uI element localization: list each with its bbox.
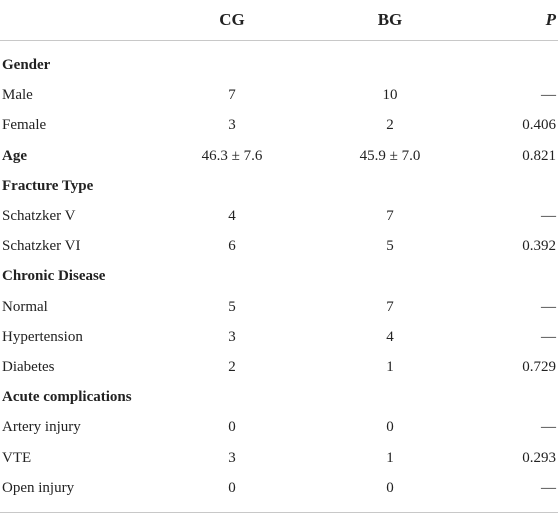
cell-value: 7 [386, 298, 394, 315]
header-rule [0, 40, 558, 41]
cell-value: 0 [386, 419, 394, 436]
cell-value: 3 [228, 117, 236, 134]
cell-value: 5 [228, 298, 236, 315]
cell-value: 1 [386, 449, 394, 466]
cell-value: 0 [228, 419, 236, 436]
section-label: Fracture Type [2, 177, 94, 194]
row-label: Diabetes [2, 359, 55, 375]
cell-value: 0.729 [522, 359, 556, 375]
cell-value: 3 [228, 328, 236, 345]
cell-value: 1 [386, 359, 394, 375]
row-label: Hypertension [2, 328, 83, 345]
cell-value: 2 [386, 117, 394, 134]
cell-value: 0.392 [522, 238, 556, 255]
row-label: Female [2, 117, 47, 134]
cell-value: 10 [382, 87, 398, 104]
section-label: Age [2, 147, 27, 164]
cell-value: 5 [386, 238, 394, 255]
cell-value: 6 [228, 238, 236, 255]
section-label: Gender [2, 57, 51, 73]
row-label: Schatzker VI [2, 238, 81, 255]
column-header: BG [377, 10, 403, 29]
cell-value: 2 [228, 359, 236, 375]
cell-value: 0.821 [522, 147, 556, 164]
cell-value: — [541, 419, 556, 436]
row-label: Male [2, 87, 33, 104]
row-label: Artery injury [2, 419, 81, 436]
column-header: CG [219, 10, 245, 29]
cell-value: 0 [386, 479, 394, 496]
cell-value: 3 [228, 449, 236, 466]
cell-value: 4 [386, 328, 394, 345]
row-label: Open injury [2, 479, 75, 496]
cell-value: — [541, 87, 556, 104]
section-label: Chronic Disease [2, 268, 106, 285]
row-label: Schatzker V [2, 208, 76, 224]
cell-value: 0.293 [522, 449, 556, 466]
cell-value: 0 [228, 479, 236, 496]
row-label: Normal [2, 298, 48, 315]
cell-value: — [541, 208, 556, 224]
cell-value: 46.3 ± 7.6 [201, 147, 263, 164]
section-label: Acute complications [2, 389, 132, 406]
cell-value: — [541, 298, 556, 315]
bottom-rule [0, 512, 558, 513]
column-header: P [545, 10, 556, 29]
cell-value: — [541, 328, 556, 345]
row-label: VTE [2, 449, 32, 466]
cell-value: — [541, 479, 556, 496]
cell-value: 4 [228, 208, 236, 224]
cell-value: 0.406 [522, 117, 556, 134]
cell-value: 45.9 ± 7.0 [359, 147, 421, 164]
cell-value: 7 [386, 208, 394, 224]
cell-value: 7 [228, 87, 236, 104]
